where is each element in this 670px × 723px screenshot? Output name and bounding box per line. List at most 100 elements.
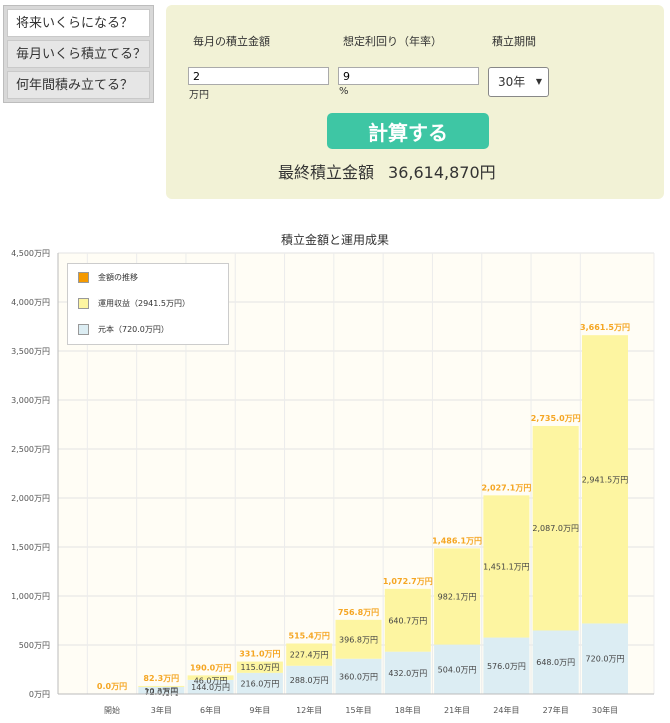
total-value-label: 82.3万円 (143, 674, 179, 683)
rate-label: 想定利回り（年率） (343, 35, 442, 48)
x-tick-label: 15年目 (345, 705, 371, 715)
gain-value-label: 227.4万円 (290, 651, 329, 660)
period-select-value: 30年 (498, 75, 526, 89)
monthly-unit: 万円 (189, 90, 209, 101)
legend-item-principal[interactable]: 元本（720.0万円） (78, 324, 169, 336)
calculator-panel: 毎月の積立金額 想定利回り（年率） 積立期間 万円 % 30年 ▼ 計算する 最… (166, 5, 664, 199)
bar-gain (236, 661, 283, 673)
total-value-label: 2,735.0万円 (531, 414, 581, 423)
bar-principal (384, 651, 431, 694)
legend-swatch-gain (78, 298, 89, 309)
x-tick-label: 3年目 (151, 705, 172, 715)
x-axis: 開始 3年目 6年目 9年目 12年目 15年目 18年目 21年目 24年目 27年目 30年目 (58, 693, 654, 715)
total-value-label: 3,661.5万円 (580, 323, 630, 332)
bar-principal (582, 623, 628, 694)
y-tick-label: 0万円 (29, 690, 50, 699)
mode-tabs: 将来いくらになる？ 毎月いくら積立てる？ 何年間積み立てる？ (3, 5, 154, 103)
gain-value-label: 10.3万円 (144, 687, 178, 696)
total-value-label: 515.4万円 (289, 631, 330, 640)
bar-gain (434, 548, 481, 645)
principal-value-label: 144.0万円 (191, 683, 230, 692)
principal-value-label: 720.0万円 (586, 655, 625, 664)
chart-legend: 金額の推移 運用収益（2941.5万円） 元本（720.0万円） (67, 263, 229, 345)
bar-principal (187, 679, 234, 694)
x-tick-label: 27年目 (543, 705, 569, 715)
gain-value-label: 640.7万円 (388, 616, 427, 625)
tab-monthly-amount[interactable]: 毎月いくら積立てる？ (7, 40, 150, 68)
bar-gain (286, 643, 333, 666)
rate-input[interactable] (338, 67, 479, 85)
bar-principal (335, 658, 382, 694)
chevron-down-icon: ▼ (535, 77, 542, 86)
x-tick-label: 21年目 (444, 705, 470, 715)
legend-swatch-total (78, 272, 89, 283)
bar-principal (483, 637, 530, 694)
gain-value-label: 1,451.1万円 (483, 562, 530, 571)
legend-item-gain[interactable]: 運用収益（2941.5万円） (78, 298, 190, 310)
bar-principal (434, 644, 481, 694)
monthly-amount-input[interactable] (188, 67, 329, 85)
bar-gain (384, 588, 431, 652)
gain-value-label: 2,087.0万円 (532, 524, 579, 533)
total-value-label: 2,027.1万円 (481, 483, 531, 492)
principal-value-label: 432.0万円 (388, 669, 427, 678)
principal-value-label: 288.0万円 (290, 676, 329, 685)
bar-gain (138, 685, 185, 687)
result-value: 36,614,870円 (388, 163, 496, 182)
result-row: 最終積立金額 36,614,870円 (278, 159, 496, 183)
y-tick-label: 1,500万円 (11, 543, 50, 552)
principal-value-label: 360.0万円 (339, 672, 378, 681)
total-value-label: 756.8万円 (338, 608, 379, 617)
principal-value-label: 216.0万円 (240, 679, 279, 688)
y-tick-label: 2,500万円 (11, 445, 50, 454)
principal-value-label: 504.0万円 (438, 665, 477, 674)
y-tick-label: 2,000万円 (11, 494, 50, 503)
bar-principal (286, 665, 333, 694)
x-tick-label: 9年目 (249, 705, 270, 715)
x-tick-label: 18年目 (395, 705, 421, 715)
principal-value-label: 648.0万円 (536, 658, 575, 667)
calculate-button[interactable]: 計算する (327, 113, 489, 149)
legend-label-principal: 元本（720.0万円） (98, 325, 169, 334)
rate-unit: % (339, 86, 349, 97)
legend-swatch-principal (78, 324, 89, 335)
x-tick-label: 6年目 (200, 705, 221, 715)
gain-value-label: 982.1万円 (438, 592, 477, 601)
legend-label-total: 金額の推移 (98, 273, 138, 282)
gain-value-label: 115.0万円 (240, 663, 279, 672)
bar-gain (335, 619, 382, 659)
legend-label-gain: 運用収益（2941.5万円） (98, 299, 190, 308)
bar-gain (483, 495, 530, 638)
result-label: 最終積立金額 (278, 163, 375, 182)
x-tick-label: 12年目 (296, 705, 322, 715)
tab-period[interactable]: 何年間積み立てる？ (7, 71, 150, 99)
total-value-label: 1,072.7万円 (383, 577, 433, 586)
total-value-label: 1,486.1万円 (432, 536, 482, 545)
y-tick-label: 4,500万円 (11, 249, 50, 258)
principal-value-label: 576.0万円 (487, 662, 526, 671)
bar-gain (582, 335, 628, 624)
period-select[interactable]: 30年 ▼ (488, 67, 549, 97)
monthly-amount-label: 毎月の積立金額 (193, 35, 270, 48)
bar-principal (138, 686, 185, 694)
y-tick-label: 4,000万円 (11, 298, 50, 307)
bar-gain (187, 675, 234, 680)
x-tick-label: 開始 (104, 705, 120, 715)
total-value-label: 0.0万円 (97, 682, 127, 691)
legend-item-total[interactable]: 金額の推移 (78, 272, 138, 284)
y-tick-label: 1,000万円 (11, 592, 50, 601)
bar-principal (532, 630, 579, 694)
total-value-label: 331.0万円 (239, 650, 280, 659)
bar-principal (236, 672, 283, 694)
tab-future-value[interactable]: 将来いくらになる？ (7, 9, 150, 37)
y-axis: 0万円 500万円 1,000万円 1,500万円 2,000万円 2,500万円 3,00… (11, 249, 59, 699)
gain-value-label: 46.0万円 (194, 676, 228, 685)
gain-value-label: 2,941.5万円 (582, 475, 629, 484)
y-tick-label: 500万円 (19, 641, 50, 650)
gain-value-label: 396.8万円 (339, 635, 378, 644)
bar-gain (532, 425, 579, 631)
chart-title: 積立金額と運用成果 (281, 232, 389, 247)
principal-value-label: 72.0万円 (144, 688, 178, 697)
